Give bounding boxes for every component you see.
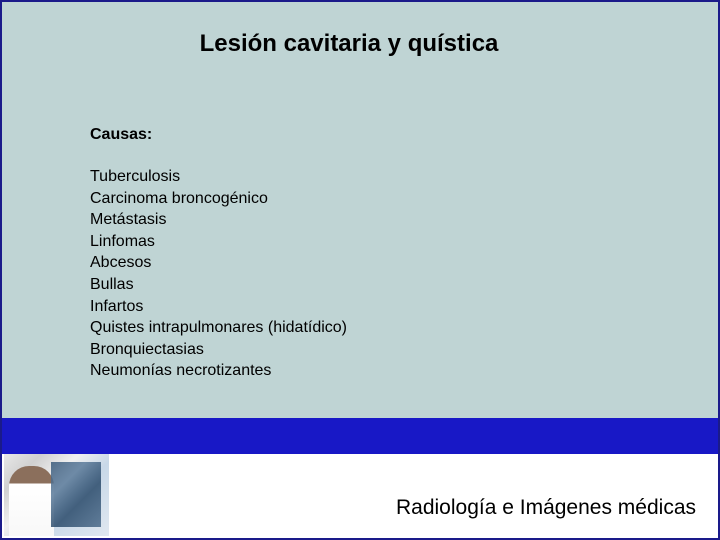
footer-text: Radiología e Imágenes médicas [396, 496, 696, 520]
top-section: Lesión cavitaria y quística Causas: Tube… [0, 0, 720, 418]
list-item: Neumonías necrotizantes [90, 360, 678, 382]
list-item: Quistes intrapulmonares (hidatídico) [90, 317, 678, 339]
causes-list: Tuberculosis Carcinoma broncogénico Metá… [90, 166, 678, 382]
divider-bar [0, 418, 720, 454]
slide-title: Lesión cavitaria y quística [20, 30, 678, 58]
list-item: Bronquiectasias [90, 339, 678, 361]
list-item: Linfomas [90, 231, 678, 253]
list-item: Carcinoma broncogénico [90, 188, 678, 210]
list-item: Tuberculosis [90, 166, 678, 188]
slide-container: Lesión cavitaria y quística Causas: Tube… [0, 0, 720, 540]
list-item: Metástasis [90, 209, 678, 231]
xray-film [51, 462, 101, 527]
list-item: Bullas [90, 274, 678, 296]
causes-heading: Causas: [90, 126, 678, 144]
list-item: Infartos [90, 296, 678, 318]
list-item: Abcesos [90, 252, 678, 274]
footer-section: Radiología e Imágenes médicas [0, 454, 720, 540]
doctor-figure [9, 466, 54, 536]
doctor-xray-image [4, 454, 109, 536]
